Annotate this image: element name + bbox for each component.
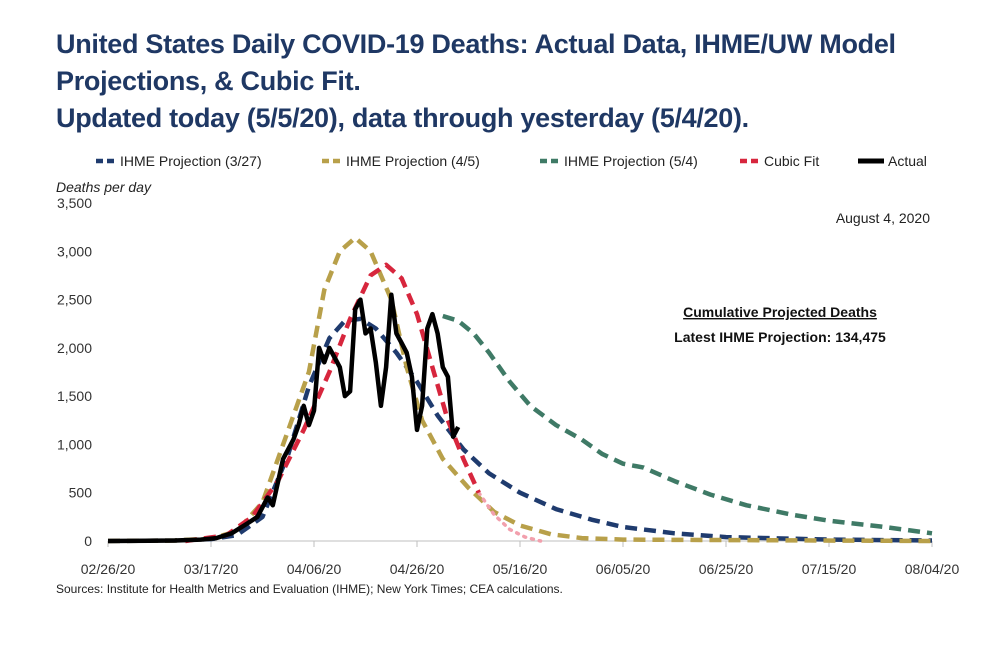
y-axis-label: Deaths per day bbox=[56, 179, 152, 195]
legend-label-ihme_327: IHME Projection (3/27) bbox=[120, 153, 262, 169]
x-tick-label-5: 06/05/20 bbox=[596, 561, 651, 577]
chart-title-line-3: Updated today (5/5/20), data through yes… bbox=[56, 103, 749, 133]
legend: IHME Projection (3/27) IHME Projection (4… bbox=[96, 153, 927, 169]
y-tick-label-6: 3,000 bbox=[57, 243, 92, 259]
x-tick-label-7: 07/15/20 bbox=[802, 561, 857, 577]
legend-item-ihme_54: IHME Projection (5/4) bbox=[540, 153, 698, 169]
series-ihme_45-line bbox=[107, 235, 933, 544]
series-cubic-extension-line bbox=[477, 490, 543, 543]
y-tick-label-7: 3,500 bbox=[57, 195, 92, 211]
x-tick-label-8: 08/04/20 bbox=[905, 561, 960, 577]
x-tick-label-6: 06/25/20 bbox=[699, 561, 754, 577]
y-axis: 0 500 1,000 1,500 2,000 2,500 3,000 3,500 bbox=[57, 195, 92, 549]
x-tick-label-2: 04/06/20 bbox=[287, 561, 342, 577]
series-group bbox=[107, 235, 933, 544]
series-cubic-line bbox=[184, 262, 481, 544]
legend-item-actual: Actual bbox=[858, 153, 927, 169]
x-axis: 02/26/20 03/17/20 04/06/20 04/26/20 05/16/20… bbox=[81, 540, 960, 577]
legend-label-actual: Actual bbox=[888, 153, 927, 169]
y-tick-label-2: 1,000 bbox=[57, 436, 92, 452]
legend-item-ihme_45: IHME Projection (4/5) bbox=[322, 153, 480, 169]
date-note: August 4, 2020 bbox=[836, 210, 930, 226]
series-ihme_327-line bbox=[107, 316, 933, 544]
y-tick-label-1: 500 bbox=[69, 485, 93, 501]
chart-title: United States Daily COVID-19 Deaths: Act… bbox=[56, 26, 956, 137]
annotation-text: Latest IHME Projection: 134,475 bbox=[674, 329, 886, 345]
chart-title-line-1: United States Daily COVID-19 Deaths: Act… bbox=[56, 29, 896, 59]
y-tick-label-0: 0 bbox=[84, 533, 92, 549]
source-note: Sources: Institute for Health Metrics an… bbox=[56, 582, 563, 596]
x-tick-label-3: 04/26/20 bbox=[390, 561, 445, 577]
legend-item-cubic: Cubic Fit bbox=[740, 153, 819, 169]
legend-label-ihme_45: IHME Projection (4/5) bbox=[346, 153, 480, 169]
series-ihme_54-line bbox=[442, 313, 933, 536]
chart-title-line-2: Projections, & Cubic Fit. bbox=[56, 66, 361, 96]
series-actual-line bbox=[107, 292, 461, 544]
x-tick-label-0: 02/26/20 bbox=[81, 561, 136, 577]
legend-label-cubic: Cubic Fit bbox=[764, 153, 819, 169]
x-tick-label-1: 03/17/20 bbox=[184, 561, 239, 577]
y-tick-label-3: 1,500 bbox=[57, 388, 92, 404]
y-tick-label-4: 2,000 bbox=[57, 340, 92, 356]
annotation-heading: Cumulative Projected Deaths bbox=[683, 304, 877, 320]
legend-item-ihme_327: IHME Projection (3/27) bbox=[96, 153, 262, 169]
x-tick-label-4: 05/16/20 bbox=[493, 561, 548, 577]
legend-label-ihme_54: IHME Projection (5/4) bbox=[564, 153, 698, 169]
y-tick-label-5: 2,500 bbox=[57, 292, 92, 308]
